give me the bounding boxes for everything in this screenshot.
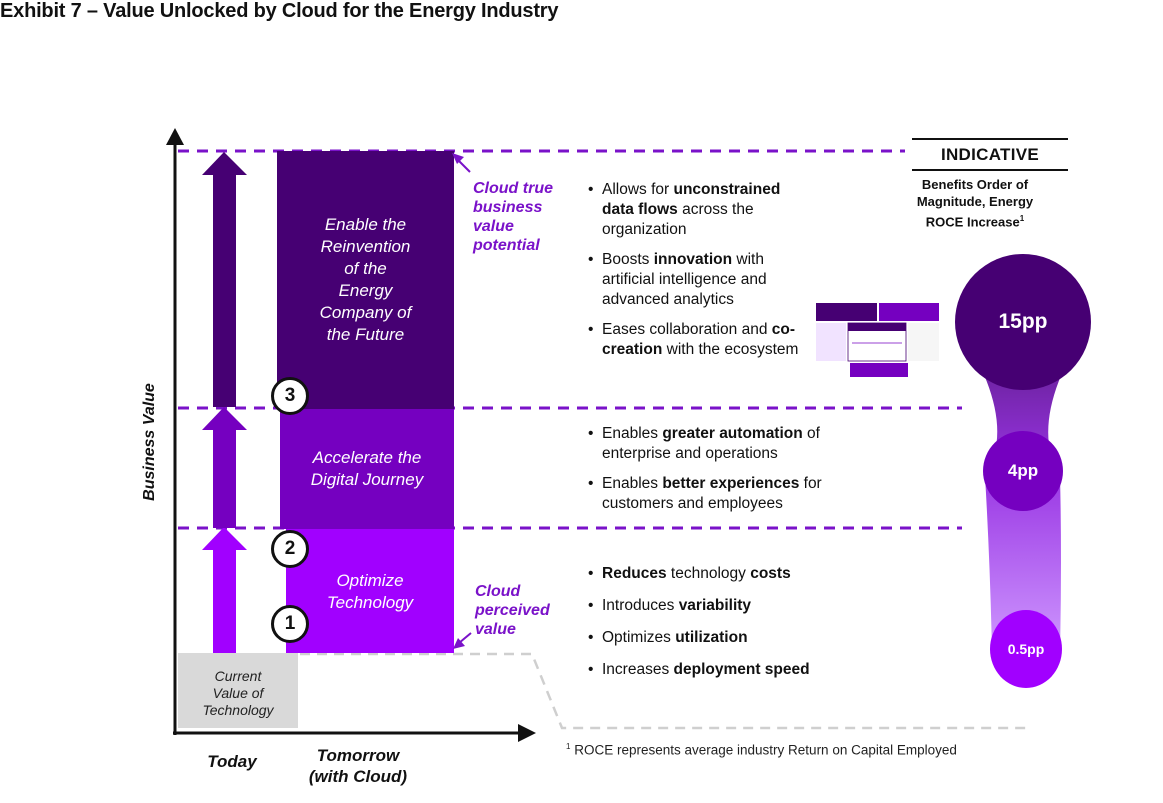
roce-15pp-circle: 15pp — [955, 254, 1091, 390]
stage-1-number-badge: 1 — [271, 605, 309, 643]
y-axis-label: Business Value — [141, 383, 158, 501]
x-axis-label-today: Today — [207, 752, 257, 771]
true-value-pointer-head — [452, 153, 464, 164]
roce-4pp-circle: 4pp — [983, 431, 1063, 511]
growth-arrow-head-1 — [202, 527, 247, 550]
stage-3-label: Enable the Reinvention of the Energy Com… — [319, 215, 412, 344]
stage-2-label: Accelerate the Digital Journey — [310, 448, 424, 489]
growth-arrow-head-3 — [202, 152, 247, 175]
baseline-dashed-path — [300, 652, 1030, 730]
exhibit-title: Exhibit 7 – Value Unlocked by Cloud for … — [0, 0, 559, 22]
stage-3-benefits-list: Allows for unconstrained data flows acro… — [588, 180, 813, 370]
baseline-box — [178, 653, 298, 728]
stage-3-number-badge: 3 — [271, 377, 309, 415]
y-axis-arrowhead — [166, 128, 184, 145]
list-item: Boosts innovation with artificial intell… — [588, 250, 813, 310]
perceived-value-pointer — [458, 632, 472, 644]
list-item: Increases deployment speed — [588, 660, 888, 680]
perceived-value-callout: Cloud perceived value — [475, 583, 550, 638]
baseline-label: Current Value of Technology — [202, 668, 274, 718]
list-item: Eases collaboration and co-creation with… — [588, 320, 813, 360]
footnote: 1 ROCE represents average industry Retur… — [566, 742, 957, 758]
true-value-callout: Cloud true business value potential — [473, 180, 553, 254]
stage-2-benefits-list: Enables greater automation of enterprise… — [588, 424, 863, 524]
stage-1-benefits-list: Reduces technology costs Introduces vari… — [588, 564, 888, 690]
stage-2-box — [280, 409, 454, 529]
x-axis-label-tomorrow: Tomorrow (with Cloud) — [308, 746, 408, 786]
stage-1-label: Optimize Technology — [326, 571, 414, 612]
list-item: Reduces technology costs — [588, 564, 888, 584]
list-item: Enables better experiences for customers… — [588, 474, 863, 514]
list-item: Introduces variability — [588, 596, 888, 616]
true-value-pointer — [457, 159, 471, 173]
thumbnail-infographic — [815, 303, 940, 378]
stage-2-number-badge: 2 — [271, 530, 309, 568]
stage-3-box — [277, 151, 454, 409]
growth-arrow-shaft-3 — [213, 168, 236, 407]
perceived-value-pointer-head — [453, 638, 465, 649]
indicative-heading: INDICATIVE — [940, 145, 1040, 164]
growth-arrow-shaft-1 — [213, 545, 236, 653]
x-axis-arrowhead — [518, 724, 536, 742]
list-item: Allows for unconstrained data flows acro… — [588, 180, 813, 240]
indicative-subheading: Benefits Order of Magnitude, Energy ROCE… — [916, 177, 1034, 230]
stage-1-box — [286, 529, 454, 653]
list-item: Enables greater automation of enterprise… — [588, 424, 863, 464]
growth-arrow-shaft-2 — [213, 425, 236, 528]
roce-0-5pp-circle: 0.5pp — [990, 610, 1062, 688]
growth-arrow-head-2 — [202, 407, 247, 430]
list-item: Optimizes utilization — [588, 628, 888, 648]
